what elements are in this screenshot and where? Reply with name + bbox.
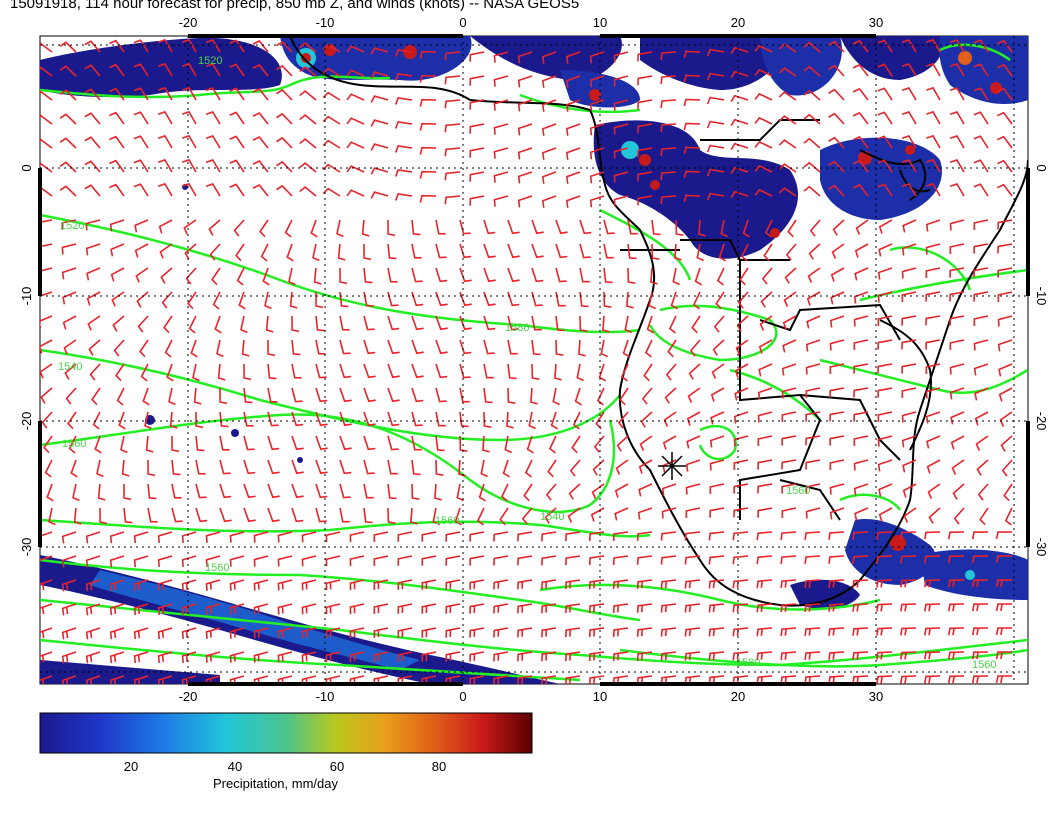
lon-tick-label: 10 xyxy=(593,689,607,704)
colorbar-tick-label: 60 xyxy=(330,759,344,774)
lat-tick-label: -20 xyxy=(1034,412,1049,431)
lon-tick-label: 0 xyxy=(459,689,466,704)
lat-tick-label: 0 xyxy=(1034,164,1049,171)
lat-tick-label: -10 xyxy=(19,287,34,306)
lat-tick-label: -30 xyxy=(19,538,34,557)
lon-tick-label: 30 xyxy=(869,689,883,704)
contour-label: 1520 xyxy=(60,220,84,232)
colorbar-tick-label: 20 xyxy=(124,759,138,774)
lon-labels-bottom: -20 -10 0 10 20 30 xyxy=(179,689,884,704)
contour-label: 1560 xyxy=(435,515,459,527)
lat-labels-right: 0 -10 -20 -30 xyxy=(1034,164,1049,556)
contour-label: 1560 xyxy=(62,438,86,450)
lat-tick-label: -10 xyxy=(1034,287,1049,306)
contour-label: 1580 xyxy=(736,657,760,669)
graticule xyxy=(40,36,1028,684)
lon-tick-label: 0 xyxy=(459,15,466,30)
colorbar-title: Precipitation, mm/day xyxy=(213,776,338,791)
lat-tick-label: 0 xyxy=(19,164,34,171)
wind-barbs xyxy=(40,38,1013,684)
contour-label: 1560 xyxy=(972,659,996,671)
colorbar-tick-label: 80 xyxy=(432,759,446,774)
contour-label: 1540 xyxy=(58,361,82,373)
lon-tick-label: 30 xyxy=(869,15,883,30)
lon-tick-label: 20 xyxy=(731,15,745,30)
coastlines xyxy=(289,36,1028,607)
lon-labels-top: -20 -10 0 10 20 30 xyxy=(179,15,884,30)
lon-tick-label: -20 xyxy=(179,15,198,30)
lon-tick-label: 10 xyxy=(593,15,607,30)
frame-ticks xyxy=(38,34,1030,686)
station-marker xyxy=(658,452,686,480)
lon-tick-label: -10 xyxy=(316,689,335,704)
lat-labels-left: 0 -10 -20 -30 xyxy=(19,164,34,556)
lat-tick-label: -30 xyxy=(1034,538,1049,557)
contour-label: 1560 xyxy=(786,485,810,497)
lat-tick-label: -20 xyxy=(19,412,34,431)
contour-label: 1520 xyxy=(198,55,222,67)
contour-labels: 1520 1520 1540 1560 1560 1560 1540 1560 … xyxy=(58,55,996,671)
lon-tick-label: -10 xyxy=(316,15,335,30)
lon-tick-label: -20 xyxy=(179,689,198,704)
lon-tick-label: 20 xyxy=(731,689,745,704)
colorbar: 20 40 60 80 xyxy=(39,712,533,774)
contour-label: 1540 xyxy=(540,511,564,523)
wind-barb-set xyxy=(40,38,1013,684)
contour-label: 1580 xyxy=(505,322,529,334)
contour-label: 1560 xyxy=(205,562,229,574)
colorbar-gradient xyxy=(39,712,533,754)
map-title: 15091918, 114 hour forecast for precip, … xyxy=(10,0,580,12)
colorbar-tick-label: 40 xyxy=(228,759,242,774)
